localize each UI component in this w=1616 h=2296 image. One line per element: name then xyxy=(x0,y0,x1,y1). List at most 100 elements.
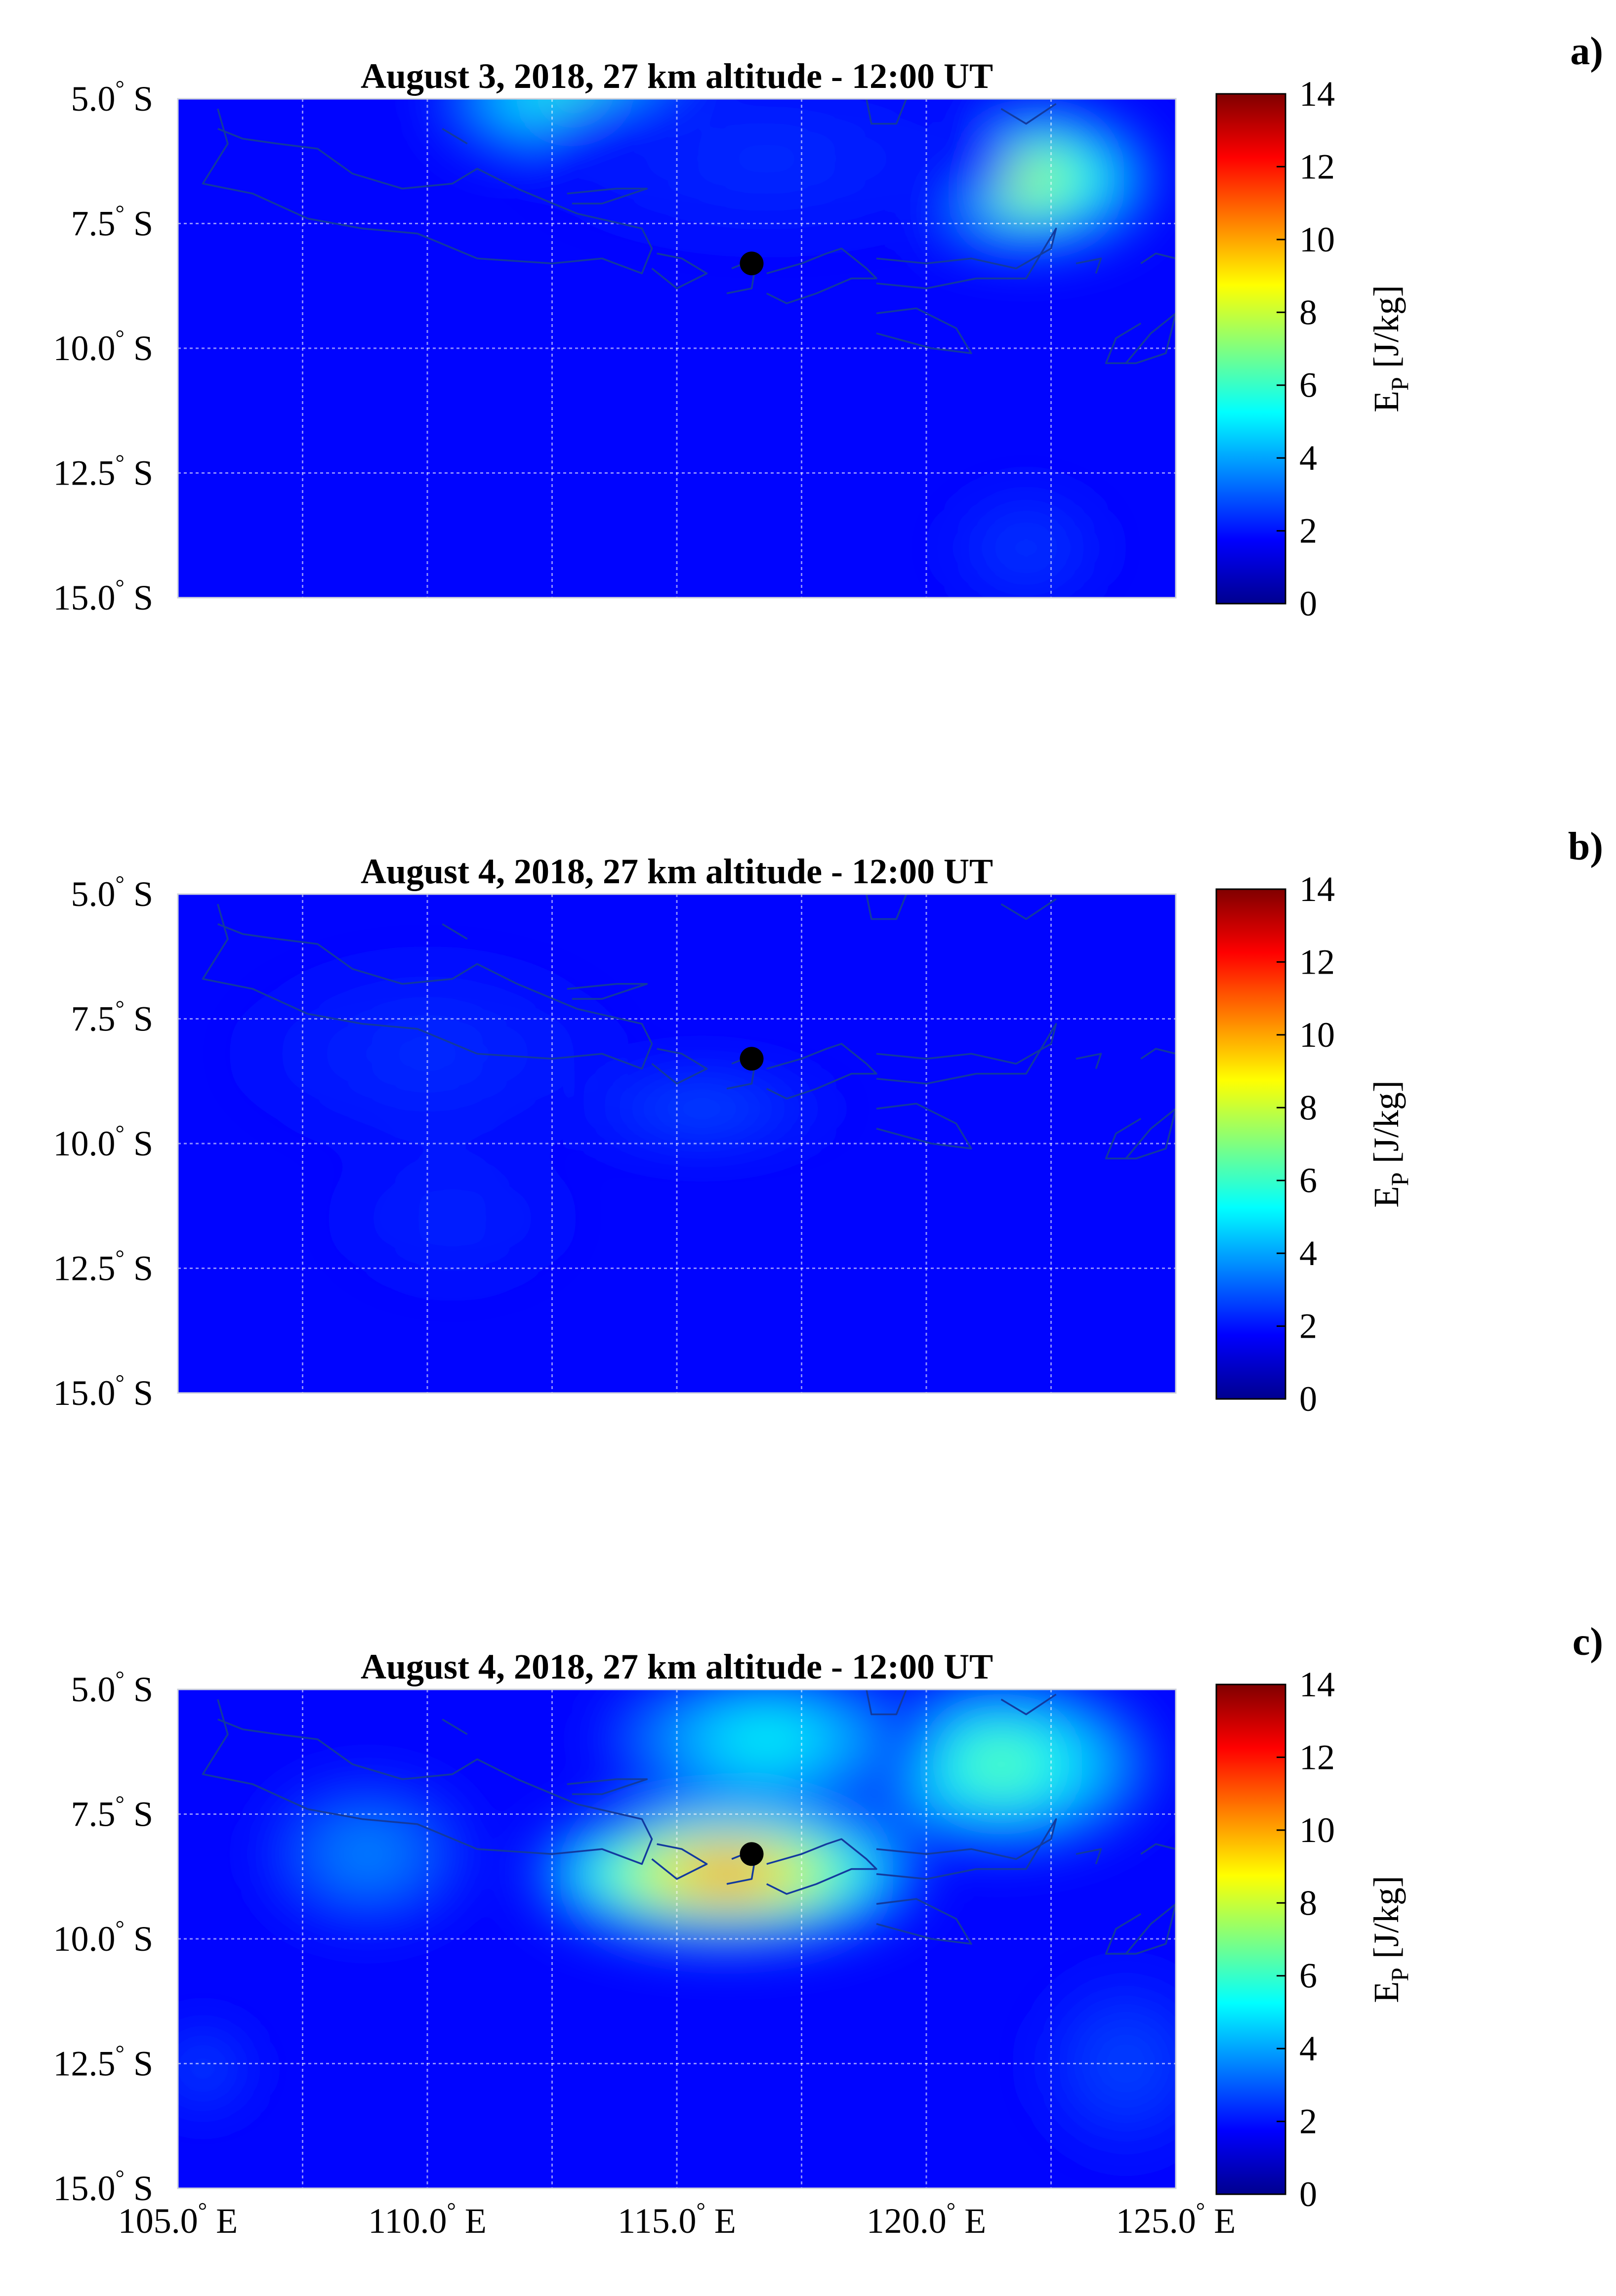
coastline xyxy=(876,1898,972,1945)
coastline xyxy=(876,1103,972,1149)
colorbar-tick-label: 14 xyxy=(1299,1665,1335,1704)
colorbar-tick-label: 0 xyxy=(1299,1379,1317,1419)
y-tick-label: 7.5° S xyxy=(71,1791,153,1834)
coastline xyxy=(876,227,1057,289)
panel-title: August 4, 2018, 27 km altitude - 12:00 U… xyxy=(361,852,993,891)
coastline xyxy=(766,1043,877,1100)
y-tick-label: 15.0° S xyxy=(53,574,153,617)
panel-title: August 4, 2018, 27 km altitude - 12:00 U… xyxy=(361,1647,993,1686)
coastline xyxy=(1140,1048,1176,1060)
colorbar-tick-label: 4 xyxy=(1299,1233,1317,1273)
panel-1: August 3, 2018, 27 km altitude - 12:00 U… xyxy=(53,30,1603,623)
y-tick-label: 5.0° S xyxy=(71,76,153,119)
colorbar-tick-label: 14 xyxy=(1299,869,1335,909)
y-tick-label: 10.0° S xyxy=(53,325,153,368)
coastline xyxy=(567,983,648,1000)
axes-frame xyxy=(177,98,1177,599)
coastline xyxy=(1105,1903,1176,1955)
coastline xyxy=(1076,257,1102,274)
coastline xyxy=(651,1048,708,1085)
colorbar-gradient xyxy=(1215,93,1286,605)
y-tick-label: 10.0° S xyxy=(53,1120,153,1163)
coastline xyxy=(442,1719,468,1735)
coastline xyxy=(766,247,877,304)
coastline xyxy=(1105,312,1176,365)
x-tick-label: 115.0° E xyxy=(618,2198,736,2241)
coastline xyxy=(866,894,908,920)
panel-label: a) xyxy=(1570,30,1603,73)
coastline xyxy=(876,1818,1057,1880)
coastline xyxy=(1000,1693,1057,1716)
coastline xyxy=(866,1689,908,1716)
colorbar-gradient xyxy=(1215,888,1286,1400)
coastline xyxy=(567,1778,648,1795)
colorbar-tick-label: 0 xyxy=(1299,2174,1317,2214)
coastline xyxy=(651,252,708,289)
axes-frame xyxy=(177,893,1177,1394)
colorbar-tick-label: 6 xyxy=(1299,366,1317,405)
coastline xyxy=(202,108,653,275)
coastline xyxy=(442,923,468,940)
heatmap-field xyxy=(178,1689,1176,2188)
colorbar: 0 2 4 6 8 10 12 14 EP [J/kg] xyxy=(1215,1665,1413,2214)
heatmap-blob xyxy=(198,2064,208,2073)
y-tick-label: 5.0° S xyxy=(71,871,153,914)
panel-3: August 4, 2018, 27 km altitude - 12:00 U… xyxy=(53,1620,1603,2241)
heatmap-blob xyxy=(689,1105,714,1112)
heatmap-blob xyxy=(358,1847,377,1861)
colorbar-tick-label: 8 xyxy=(1299,1088,1317,1127)
colorbar: 0 2 4 6 8 10 12 14 EP [J/kg] xyxy=(1215,869,1413,1419)
heatmap-blob xyxy=(987,1757,1015,1772)
colorbar-tick-label: 10 xyxy=(1299,1810,1335,1850)
y-tick-label: 7.5° S xyxy=(71,996,153,1039)
y-tick-label: 12.5° S xyxy=(53,450,153,493)
heatmap-blob xyxy=(442,1212,463,1225)
coastline xyxy=(1076,1848,1102,1865)
coastlines xyxy=(202,1689,1176,1955)
epicenter-marker xyxy=(740,1842,764,1866)
y-tick-label: 7.5° S xyxy=(71,201,153,244)
colorbar-tick-label: 4 xyxy=(1299,2029,1317,2068)
colorbar-label: EP [J/kg] xyxy=(1367,1080,1413,1208)
colorbar-tick-label: 8 xyxy=(1299,1883,1317,1923)
epicenter-marker xyxy=(740,1047,764,1071)
coastline xyxy=(866,99,908,125)
axes-frame xyxy=(177,1688,1177,2189)
coastline xyxy=(1140,1843,1176,1855)
panel-label: b) xyxy=(1568,825,1603,868)
colorbar-tick-label: 0 xyxy=(1299,584,1317,623)
heatmap-blob xyxy=(411,1045,444,1063)
coastline xyxy=(876,1023,1057,1085)
coastline xyxy=(1000,898,1057,920)
colorbar-gradient xyxy=(1215,1683,1286,2195)
colorbar-label: EP [J/kg] xyxy=(1367,285,1413,412)
colorbar-tick-label: 8 xyxy=(1299,292,1317,332)
coastline xyxy=(1140,252,1176,264)
x-tick-label: 110.0° E xyxy=(368,2198,487,2241)
coastline xyxy=(1076,1053,1102,1069)
y-tick-label: 15.0° S xyxy=(53,2165,153,2208)
colorbar-tick-label: 2 xyxy=(1299,2102,1317,2141)
heatmap-blob xyxy=(1118,2055,1134,2072)
colorbar-tick-label: 12 xyxy=(1299,942,1335,982)
coastline xyxy=(567,188,648,205)
colorbar-tick-label: 10 xyxy=(1299,1015,1335,1055)
heatmap-blob xyxy=(752,1733,782,1746)
coastline xyxy=(1105,1107,1176,1160)
heatmap-blob xyxy=(1015,172,1037,185)
coastline xyxy=(766,1838,877,1895)
coastline xyxy=(1000,103,1057,125)
epicenter-marker xyxy=(740,251,764,276)
y-tick-label: 12.5° S xyxy=(53,1245,153,1288)
coastline xyxy=(442,128,468,145)
colorbar-tick-label: 12 xyxy=(1299,1737,1335,1777)
coastline xyxy=(651,1843,708,1880)
panel-label: c) xyxy=(1573,1620,1603,1664)
y-tick-label: 15.0° S xyxy=(53,1370,153,1413)
coastline xyxy=(202,903,653,1070)
colorbar-tick-label: 14 xyxy=(1299,74,1335,114)
x-tick-label: 105.0° E xyxy=(118,2198,238,2241)
colorbar-tick-label: 4 xyxy=(1299,438,1317,478)
x-tick-label: 120.0° E xyxy=(867,2198,986,2241)
